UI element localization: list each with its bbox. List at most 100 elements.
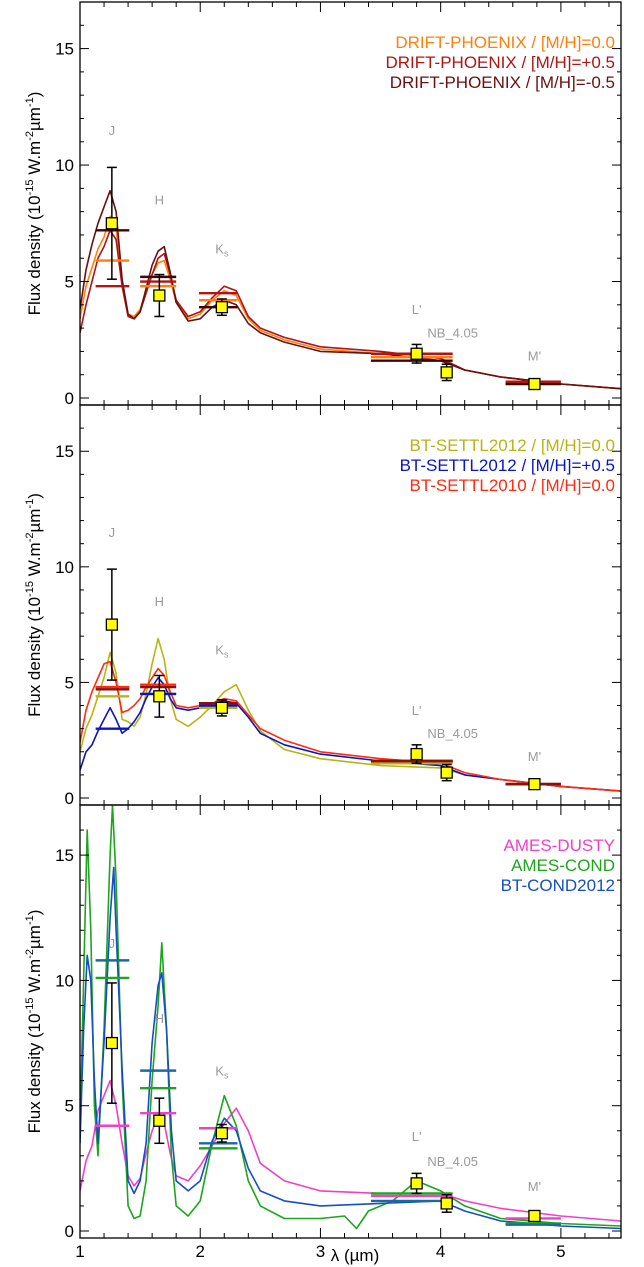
y-axis-label-part: -2: [24, 949, 36, 959]
band-label: Ks: [215, 1064, 229, 1081]
legend-entry-2: BT-SETTL2012 / [M/H]=+0.5: [400, 456, 615, 475]
legend-entry-3: DRIFT-PHOENIX / [M/H]=-0.5: [390, 73, 615, 92]
band-label: NB_4.05: [427, 325, 478, 340]
y-tick-label: 5: [65, 673, 74, 692]
x-tick-label: 2: [195, 1242, 204, 1261]
y-axis-label-part: -1: [24, 97, 36, 107]
data-point: [153, 690, 166, 703]
band-label: Ks: [215, 643, 229, 660]
x-tick-label: 4: [436, 1242, 445, 1261]
y-tick-label: 10: [55, 971, 74, 990]
y-axis-label-part: -2: [24, 533, 36, 543]
band-label: NB_4.05: [427, 726, 478, 741]
y-axis-label-part: -2: [24, 131, 36, 141]
y-axis-label-part: -1: [24, 915, 36, 925]
y-axis-label-part: W.m: [25, 959, 44, 998]
data-point: [528, 377, 541, 391]
data-point: [410, 747, 423, 761]
legend-entry-3: BT-COND2012: [501, 876, 615, 895]
y-axis-label: Flux density (10-15 W.m-2µm-1): [24, 493, 44, 717]
panel-2: J H Ks L' NB_4.05 M' 0 5 10 15 Flux density (10-15…: [24, 404, 622, 808]
band-label-subscript: s: [224, 1071, 229, 1081]
legend-entry-1: DRIFT-PHOENIX / [M/H]=0.0: [395, 33, 615, 52]
y-axis-label-part: -15: [24, 581, 36, 597]
y-axis-label-part: W.m: [25, 542, 44, 581]
panel-1: J H Ks L' NB_4.05 M' 0 5 10 15 Flux density (10-15…: [24, 1, 622, 408]
band-label: J: [109, 123, 116, 138]
y-axis-label-part: -15: [24, 998, 36, 1014]
y-axis-label-part: W.m: [25, 141, 44, 180]
y-axis-label-part: Flux density (10: [25, 597, 44, 717]
band-label: Ks: [215, 242, 229, 259]
data-point: [215, 301, 229, 314]
series-line-3: [80, 866, 621, 1230]
series-line-3: [80, 660, 621, 792]
y-tick-label: 0: [65, 1222, 74, 1241]
y-axis-label-part: Flux density (10: [25, 1013, 44, 1133]
legend-entry-1: AMES-DUSTY: [504, 836, 615, 855]
band-label: L': [412, 302, 422, 317]
data-point: [153, 289, 166, 302]
y-axis-label: Flux density (10-15 W.m-2µm-1): [24, 92, 44, 316]
band-label: M': [528, 1179, 541, 1194]
y-tick-label: 5: [65, 273, 74, 292]
data-point: [105, 1036, 119, 1050]
legend-entry-1: BT-SETTL2012 / [M/H]=0.0: [409, 436, 615, 455]
y-tick-label: 5: [65, 1097, 74, 1116]
y-axis-label-part: -1: [24, 499, 36, 509]
y-tick-label: 10: [55, 558, 74, 577]
y-axis-label-part: ): [25, 493, 44, 499]
plot-area: [80, 568, 621, 792]
data-point: [410, 347, 423, 360]
band-label: M': [528, 349, 541, 364]
band-label: J: [109, 525, 116, 540]
band-label: H: [155, 193, 164, 208]
plot-area: [80, 166, 621, 391]
legend-entry-3: BT-SETTL2010 / [M/H]=0.0: [409, 476, 615, 495]
y-axis-label-part: µm: [25, 925, 44, 949]
data-point: [528, 1209, 541, 1223]
y-tick-label: 15: [55, 846, 74, 865]
y-axis-label-part: µm: [25, 509, 44, 533]
band-label-subscript: s: [224, 650, 229, 660]
band-label-subscript: s: [224, 249, 229, 259]
data-point: [153, 1114, 166, 1127]
x-tick-label: 5: [556, 1242, 565, 1261]
series-line-2: [80, 229, 621, 390]
data-point: [105, 618, 119, 631]
x-tick-label: 1: [75, 1242, 84, 1261]
data-point: [440, 766, 453, 779]
band-label: H: [155, 1011, 164, 1026]
y-axis-label-part: -15: [24, 180, 36, 196]
x-tick-label: 3: [316, 1242, 325, 1261]
band-label: M': [528, 749, 541, 764]
y-tick-label: 15: [55, 442, 74, 461]
series-line-1: [80, 637, 621, 792]
y-tick-label: 10: [55, 156, 74, 175]
legend-entry-2: DRIFT-PHOENIX / [M/H]=+0.5: [385, 53, 615, 72]
series-line-2: [80, 677, 621, 792]
band-label: L': [412, 703, 422, 718]
plot-frame: [79, 804, 622, 1239]
data-point: [215, 701, 229, 714]
data-point: [440, 366, 453, 379]
band-label: J: [109, 936, 116, 951]
y-axis-label: Flux density (10-15 W.m-2µm-1): [24, 910, 44, 1134]
y-axis-label-part: Flux density (10: [25, 195, 44, 315]
data-point: [440, 1197, 453, 1210]
x-axis-label: λ (µm): [331, 1246, 380, 1265]
legend-entry-2: AMES-COND: [511, 856, 615, 875]
band-label: NB_4.05: [427, 1154, 478, 1169]
y-tick-label: 0: [65, 789, 74, 808]
band-label: H: [155, 594, 164, 609]
series-line-2: [80, 805, 621, 1230]
data-point: [105, 217, 119, 230]
y-tick-label: 15: [55, 40, 74, 59]
series-line-1: [80, 1079, 621, 1222]
data-point: [528, 777, 541, 791]
plot-area: [80, 805, 621, 1230]
y-tick-label: 0: [65, 389, 74, 408]
